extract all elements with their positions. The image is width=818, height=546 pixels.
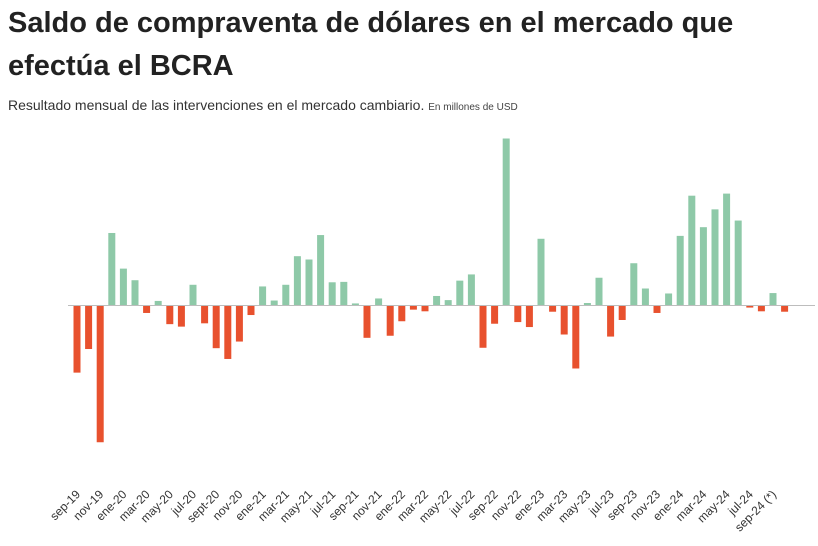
bar-sep-23 (630, 263, 638, 306)
bar-sep-22 (491, 305, 499, 324)
bar-jul-23 (607, 305, 615, 337)
bar-ene-22 (398, 305, 406, 322)
bar-feb-23 (549, 305, 557, 312)
bar-dic-20 (247, 305, 255, 316)
bar-dic-22 (525, 305, 533, 328)
chart-title: Saldo de compraventa de dólares en el me… (8, 7, 734, 82)
bar-may-20 (166, 305, 174, 325)
bar-sep-24 (*) (769, 293, 777, 306)
bar-undefined (781, 305, 789, 312)
bar-jun-20 (177, 305, 185, 327)
bar-feb-20 (131, 280, 139, 306)
bar-abr-21 (293, 256, 301, 306)
bar-ago-24 (757, 305, 765, 312)
bar-ago-22 (479, 305, 487, 348)
bar-jun-21 (317, 235, 325, 306)
bar-jul-24 (746, 305, 754, 308)
bar-oct-23 (641, 288, 649, 306)
bar-dic-19 (108, 232, 116, 306)
bar-oct-20 (224, 305, 232, 359)
bar-feb-24 (688, 195, 696, 306)
bar-ene-23 (537, 238, 545, 306)
bar-ene-20 (119, 268, 127, 306)
bars-group (73, 138, 789, 443)
bar-sep-19 (73, 305, 81, 373)
bar-mar-22 (421, 305, 429, 312)
bar-abr-20 (154, 300, 162, 306)
bar-may-22 (444, 300, 452, 306)
bar-may-23 (583, 303, 591, 306)
chart-subtitle: Resultado mensual de las intervenciones … (8, 97, 518, 113)
bar-nov-23 (653, 305, 661, 313)
bar-ene-24 (676, 235, 684, 306)
bar-jun-24 (734, 220, 742, 306)
bar-oct-19 (85, 305, 93, 350)
bar-nov-21 (375, 298, 383, 306)
bar-may-21 (305, 259, 313, 306)
bar-oct-21 (363, 305, 371, 338)
bar-jul-20 (189, 284, 197, 306)
units-note: En millones de USD (428, 102, 518, 113)
bar-ene-21 (259, 286, 267, 306)
bar-abr-24 (711, 209, 719, 306)
subtitle-text: Resultado mensual de las intervenciones … (8, 97, 425, 113)
bar-mar-21 (282, 284, 290, 306)
bar-ago-20 (201, 305, 209, 324)
bar-feb-21 (270, 300, 278, 306)
bar-feb-22 (409, 305, 417, 310)
bar-jul-22 (467, 274, 475, 306)
bar-abr-22 (433, 295, 441, 306)
bar-abr-23 (572, 305, 580, 369)
bar-jul-21 (328, 282, 336, 306)
bar-jun-22 (456, 280, 464, 306)
bar-ago-21 (340, 281, 348, 306)
bar-nov-20 (235, 305, 243, 342)
bar-sep-21 (351, 303, 359, 306)
bar-sept-20 (212, 305, 220, 349)
bar-nov-22 (514, 305, 522, 323)
bar-may-24 (723, 193, 731, 306)
bar-mar-24 (699, 227, 707, 306)
bar-mar-23 (560, 305, 568, 335)
bar-ago-23 (618, 305, 626, 320)
bar-mar-20 (143, 305, 151, 313)
x-tick-labels: sep-19nov-19ene-20mar-20may-20jul-20sept… (47, 487, 779, 534)
bar-jun-23 (595, 277, 603, 306)
bar-oct-22 (502, 138, 510, 306)
bar-dic-23 (665, 293, 673, 306)
bar-dic-21 (386, 305, 394, 336)
bar-nov-19 (96, 305, 104, 443)
